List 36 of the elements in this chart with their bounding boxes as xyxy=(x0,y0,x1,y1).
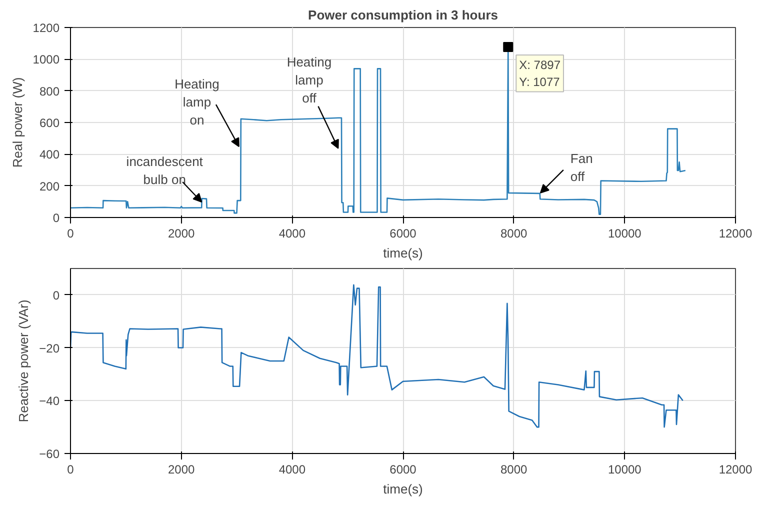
x-tick-label: 10000 xyxy=(608,462,642,476)
x-axis-title: time(s) xyxy=(383,246,423,260)
y-tick-label: −40 xyxy=(39,394,60,408)
x-tick-label: 8000 xyxy=(500,226,528,240)
annotation: X: 7897 Y: 1077 xyxy=(519,58,561,89)
x-axis-title: time(s) xyxy=(383,482,423,496)
annotation: incandescent bulb on xyxy=(126,154,204,187)
y-tick-label: 0 xyxy=(52,288,60,302)
x-tick-label: 4000 xyxy=(278,462,306,476)
x-tick-label: 0 xyxy=(67,226,74,240)
y-axis-title: Real power (W) xyxy=(10,77,25,168)
y-tick-label: 1000 xyxy=(32,52,60,67)
x-tick-label: 12000 xyxy=(718,226,753,240)
y-tick-label: 0 xyxy=(52,211,60,225)
x-tick-label: 6000 xyxy=(390,226,417,240)
x-tick-label: 2000 xyxy=(168,226,196,240)
line-series xyxy=(70,284,684,428)
chart-title: Power consumption in 3 hours xyxy=(308,8,498,22)
annotation: Heating lamp off xyxy=(286,54,332,106)
y-tick-label: 1200 xyxy=(32,21,60,35)
y-tick-label: 600 xyxy=(39,116,60,130)
y-axis-title: Reactive power (VAr) xyxy=(16,300,32,422)
x-tick-label: 4000 xyxy=(278,226,306,240)
x-tick-label: 6000 xyxy=(390,462,417,476)
y-tick-label: −20 xyxy=(39,341,60,356)
x-tick-label: 10000 xyxy=(608,226,642,240)
x-tick-label: 2000 xyxy=(168,462,196,476)
x-tick-label: 0 xyxy=(67,462,74,476)
annotation: Fan off xyxy=(570,150,593,184)
y-tick-label: 800 xyxy=(39,84,60,98)
y-tick-label: 200 xyxy=(39,179,60,194)
y-tick-label: −60 xyxy=(39,447,60,461)
annotation: Heating lamp on xyxy=(174,76,220,128)
y-tick-label: 400 xyxy=(39,148,60,162)
x-tick-label: 12000 xyxy=(718,462,753,476)
x-tick-label: 8000 xyxy=(500,462,528,476)
